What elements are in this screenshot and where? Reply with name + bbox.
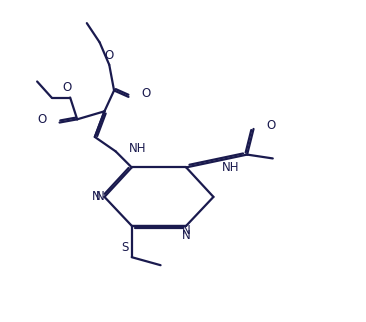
Text: O: O — [141, 87, 150, 100]
Text: O: O — [62, 81, 72, 94]
Text: O: O — [105, 49, 114, 62]
Text: N: N — [182, 224, 191, 237]
Text: O: O — [37, 113, 47, 126]
Text: O: O — [266, 119, 276, 132]
Text: NH: NH — [221, 161, 239, 174]
Text: N: N — [182, 229, 191, 242]
Text: S: S — [121, 241, 128, 254]
Text: NH: NH — [128, 142, 146, 155]
Text: N: N — [96, 190, 104, 204]
Text: N: N — [92, 190, 101, 204]
